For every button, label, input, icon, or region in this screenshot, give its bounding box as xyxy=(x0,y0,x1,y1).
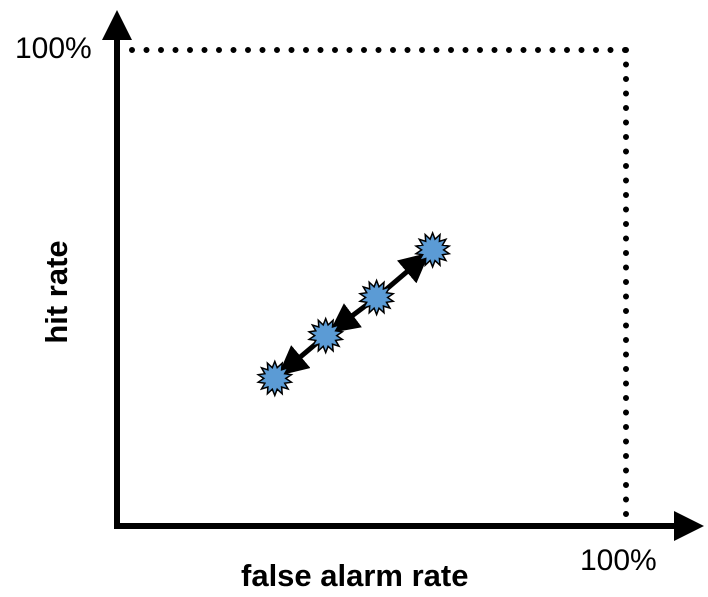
data-point-3 xyxy=(357,278,396,317)
data-points xyxy=(256,230,452,398)
y-max-label: 100% xyxy=(15,32,92,65)
x-axis-title: false alarm rate xyxy=(241,558,469,593)
data-point-4 xyxy=(413,230,452,269)
shift-arrows xyxy=(277,252,430,376)
data-point-2 xyxy=(307,316,345,355)
x-max-label: 100% xyxy=(580,544,657,577)
y-axis-title: hit rate xyxy=(39,240,74,344)
data-point-1 xyxy=(256,359,294,398)
